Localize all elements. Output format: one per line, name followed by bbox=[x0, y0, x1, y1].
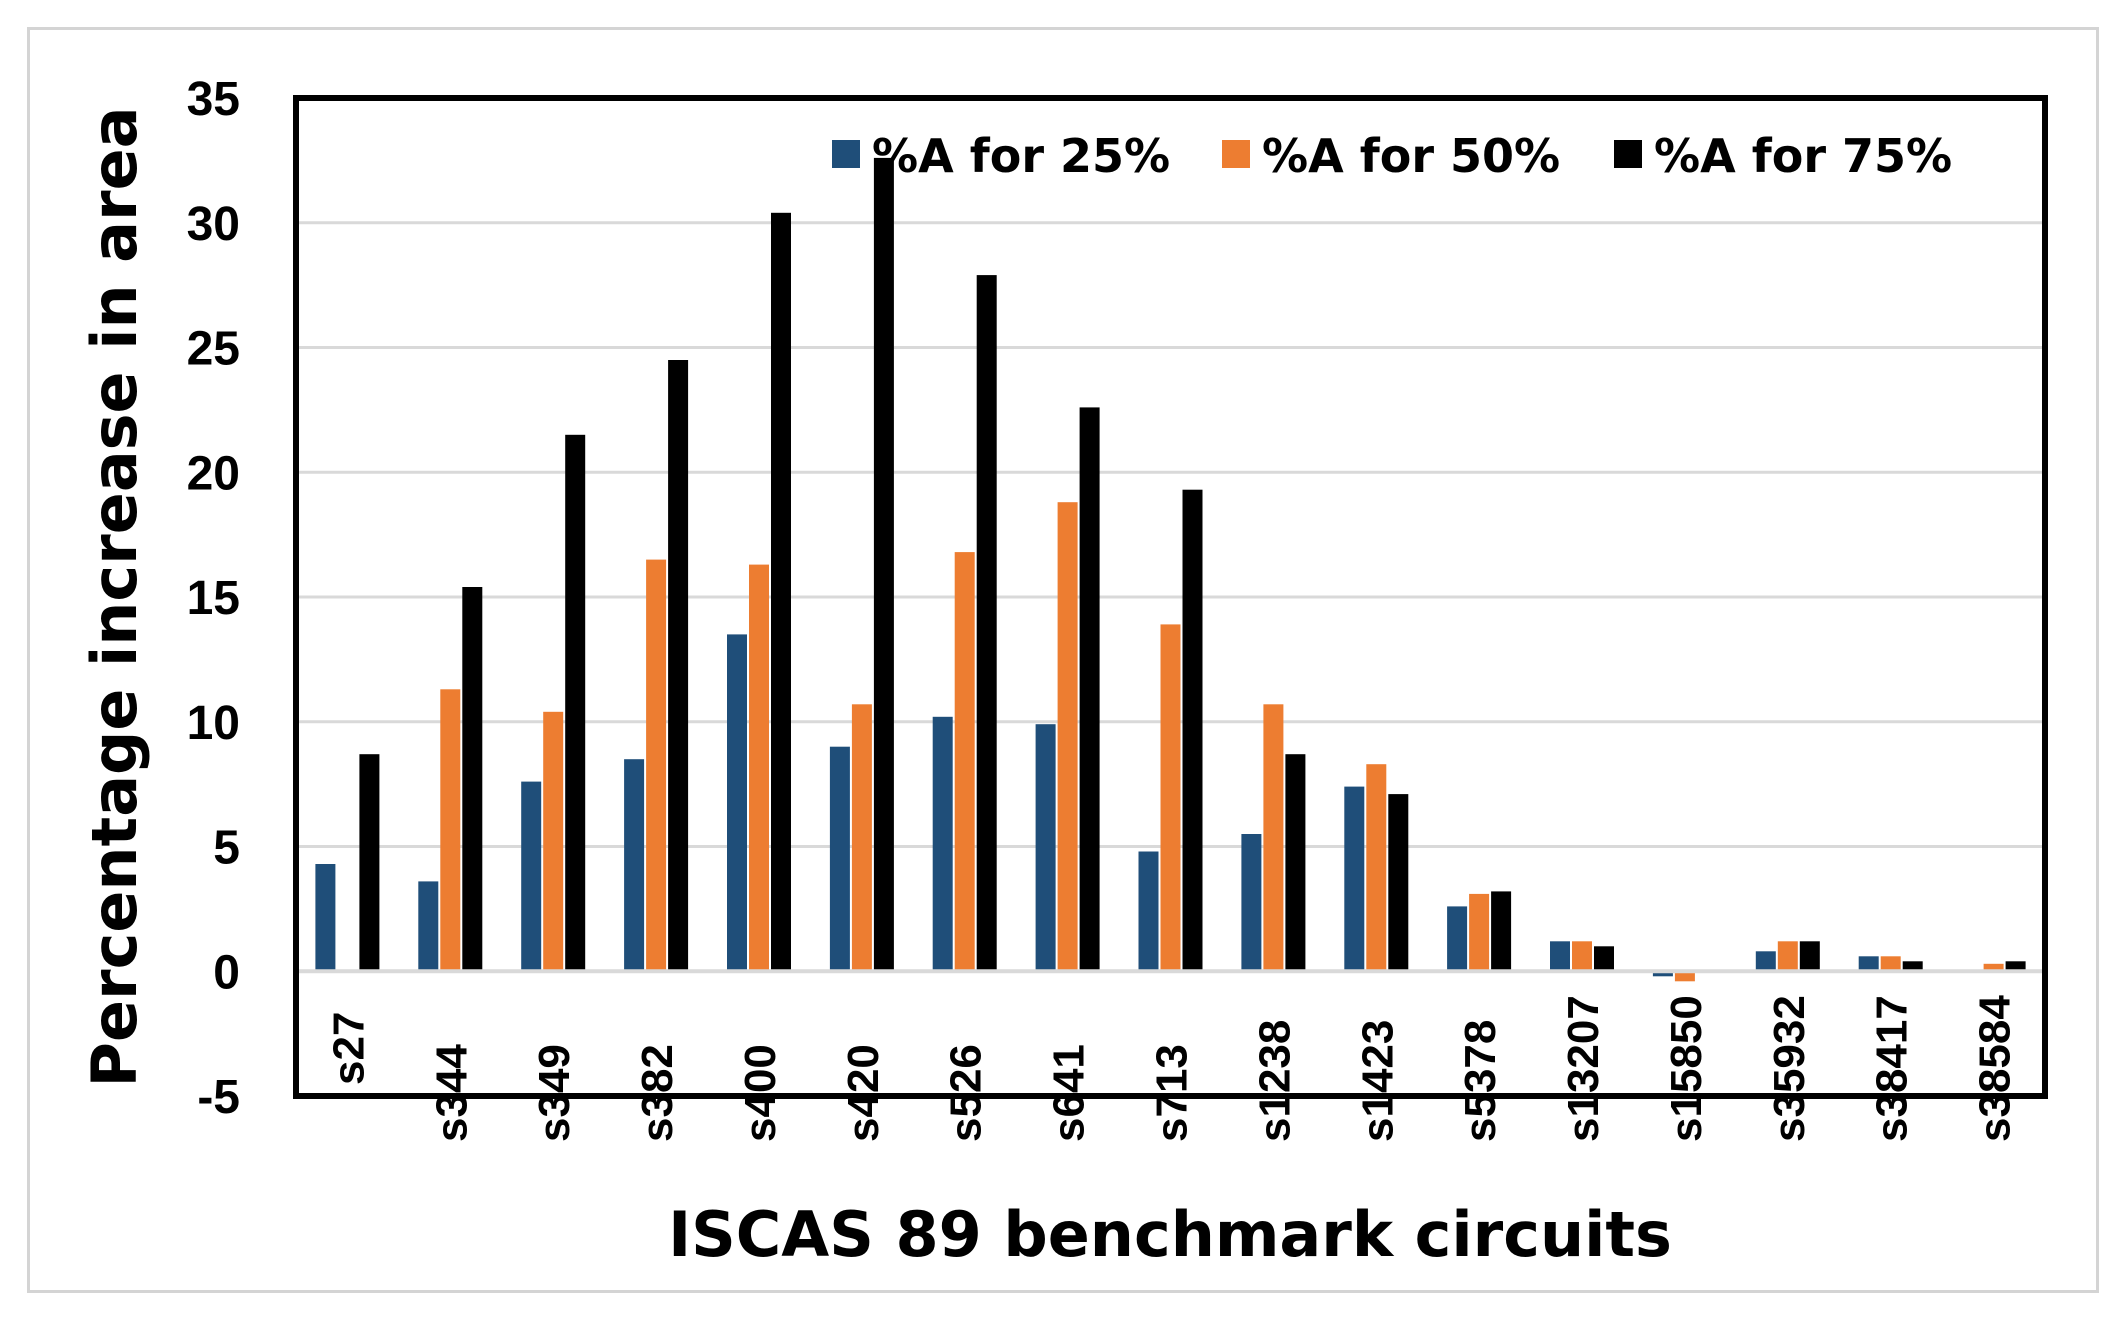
legend-label-series-3: %A for 75% bbox=[1654, 129, 1952, 183]
bar-s526-series-3 bbox=[976, 275, 997, 972]
plot-area-border bbox=[293, 95, 2048, 1099]
y-tick-label: 35 bbox=[187, 73, 240, 126]
x-tick-label-s1238: s1238 bbox=[1250, 1020, 1299, 1142]
bar-s349-series-2 bbox=[543, 711, 564, 972]
legend-label-series-2: %A for 50% bbox=[1262, 129, 1560, 183]
y-tick-label: 0 bbox=[213, 946, 240, 999]
bar-s5378-series-1 bbox=[1447, 906, 1468, 972]
x-tick-label-s38584: s38584 bbox=[1971, 995, 2020, 1142]
bar-s713-series-1 bbox=[1138, 851, 1159, 972]
bar-s27-series-1 bbox=[315, 864, 336, 972]
bar-s5378-series-2 bbox=[1469, 893, 1490, 972]
legend-swatch-series-1 bbox=[832, 140, 860, 168]
x-tick-label-s27: s27 bbox=[324, 1012, 373, 1085]
y-tick-label: 30 bbox=[187, 198, 240, 251]
x-tick-label-s349: s349 bbox=[530, 1044, 579, 1142]
legend-swatch-series-3 bbox=[1614, 140, 1642, 168]
bar-s38584-series-2 bbox=[1983, 963, 2004, 972]
y-tick-label: -5 bbox=[197, 1071, 240, 1124]
bar-s1238-series-2 bbox=[1263, 704, 1284, 972]
x-tick-label-s526: s526 bbox=[942, 1044, 991, 1142]
bar-s382-series-1 bbox=[624, 759, 645, 972]
bar-s641-series-1 bbox=[1035, 724, 1056, 972]
x-tick-label-s38417: s38417 bbox=[1868, 995, 1917, 1142]
bar-s1238-series-1 bbox=[1241, 834, 1262, 972]
bar-s13207-series-3 bbox=[1594, 946, 1614, 972]
bar-s641-series-2 bbox=[1057, 502, 1078, 972]
x-tick-label-s35932: s35932 bbox=[1765, 995, 1814, 1142]
x-tick-label-s13207: s13207 bbox=[1559, 995, 1608, 1142]
x-tick-label-s382: s382 bbox=[633, 1044, 682, 1142]
x-tick-label-s713: s713 bbox=[1148, 1044, 1197, 1142]
bar-s344-series-2 bbox=[440, 689, 461, 972]
x-tick-label-s420: s420 bbox=[839, 1044, 888, 1142]
x-tick-label-s641: s641 bbox=[1045, 1044, 1094, 1142]
legend-label-series-1: %A for 25% bbox=[872, 129, 1170, 183]
x-tick-label-s15850: s15850 bbox=[1662, 995, 1711, 1142]
bar-s400-series-3 bbox=[771, 212, 791, 972]
bar-s38584-series-3 bbox=[2005, 961, 2026, 972]
bar-s27-series-3 bbox=[359, 754, 380, 972]
bar-s713-series-3 bbox=[1182, 489, 1203, 972]
bar-s382-series-3 bbox=[668, 360, 689, 972]
y-axis-title: Percentage increase in area bbox=[78, 107, 151, 1088]
bar-s15850-series-2 bbox=[1674, 971, 1695, 982]
legend-swatch-series-2 bbox=[1222, 140, 1250, 168]
y-tick-label: 20 bbox=[187, 447, 240, 500]
bar-s420-series-1 bbox=[829, 746, 850, 972]
bar-s35932-series-1 bbox=[1755, 951, 1776, 972]
bar-s13207-series-1 bbox=[1550, 941, 1570, 972]
x-tick-label-s400: s400 bbox=[736, 1044, 785, 1142]
bar-s713-series-2 bbox=[1160, 624, 1181, 972]
bar-s13207-series-2 bbox=[1572, 941, 1592, 972]
y-tick-label: 25 bbox=[187, 323, 240, 376]
bar-s641-series-3 bbox=[1079, 407, 1100, 972]
legend: %A for 25% %A for 50% %A for 75% bbox=[832, 129, 1952, 183]
x-tick-label-s5378: s5378 bbox=[1456, 1020, 1505, 1142]
bar-s382-series-2 bbox=[646, 559, 667, 972]
x-axis-category-labels: s27 s344 s349 s382 s400 s420 s526 s641 s713 s1238… bbox=[324, 995, 2019, 1142]
bar-s420-series-2 bbox=[851, 704, 872, 972]
bar-s400-series-1 bbox=[727, 634, 747, 972]
bar-s349-series-3 bbox=[565, 434, 586, 972]
x-tick-label-s1423: s1423 bbox=[1353, 1020, 1402, 1142]
y-tick-label: 10 bbox=[187, 697, 240, 750]
y-axis-ticks: -5 0 5 10 15 20 25 30 35 bbox=[187, 73, 240, 1124]
bar-s1423-series-1 bbox=[1344, 786, 1365, 972]
y-tick-label: 5 bbox=[213, 822, 240, 875]
bar-s344-series-1 bbox=[418, 881, 439, 972]
bar-s5378-series-3 bbox=[1491, 891, 1512, 972]
bar-s344-series-3 bbox=[462, 587, 483, 972]
x-axis-title: ISCAS 89 benchmark circuits bbox=[668, 1198, 1672, 1271]
bars bbox=[315, 157, 2026, 982]
bar-s526-series-1 bbox=[932, 716, 953, 972]
gridlines bbox=[296, 221, 2045, 848]
bar-s1423-series-3 bbox=[1388, 794, 1409, 972]
bar-s349-series-1 bbox=[521, 781, 542, 972]
bar-s38417-series-3 bbox=[1902, 961, 1923, 972]
bar-s526-series-2 bbox=[954, 552, 975, 972]
x-tick-label-s344: s344 bbox=[427, 1044, 476, 1142]
y-tick-label: 15 bbox=[187, 572, 240, 625]
bar-s35932-series-3 bbox=[1799, 941, 1820, 972]
bar-s38417-series-1 bbox=[1858, 956, 1879, 972]
bar-s38417-series-2 bbox=[1880, 956, 1901, 972]
bar-s35932-series-2 bbox=[1777, 941, 1798, 972]
bar-s420-series-3 bbox=[873, 157, 894, 972]
bar-s400-series-2 bbox=[749, 564, 769, 972]
bar-s1423-series-2 bbox=[1366, 764, 1387, 972]
bar-s1238-series-3 bbox=[1285, 754, 1306, 972]
bar-s15850-series-1 bbox=[1652, 971, 1673, 977]
